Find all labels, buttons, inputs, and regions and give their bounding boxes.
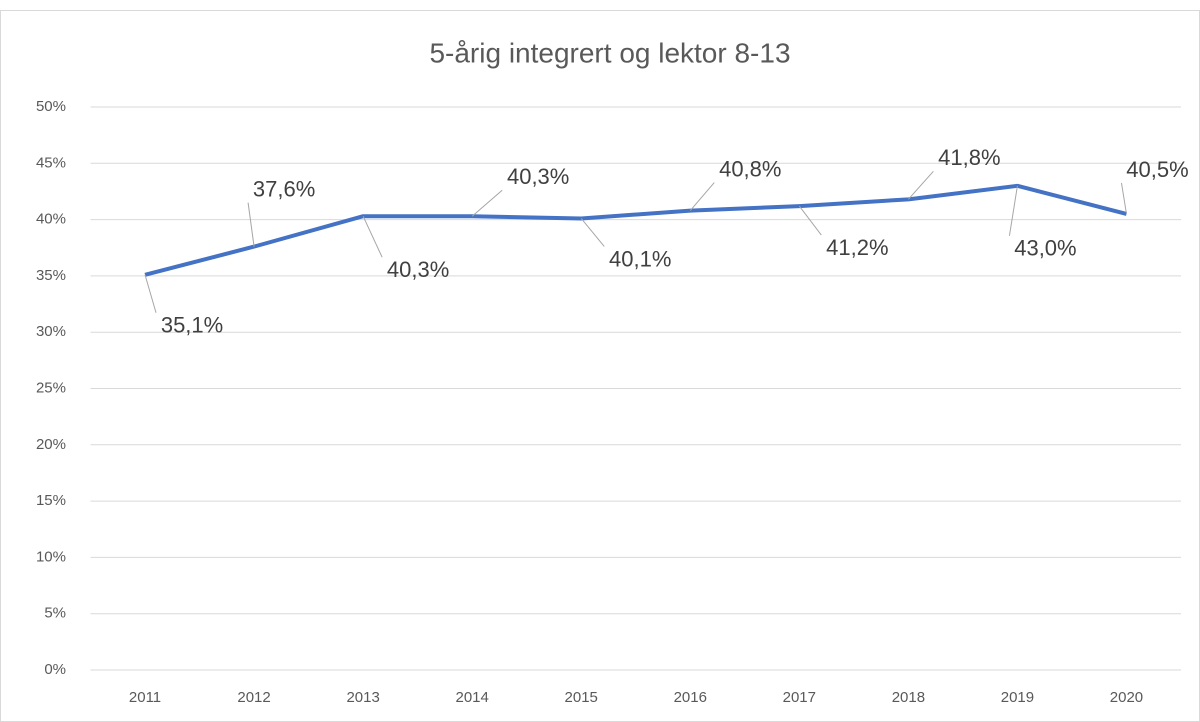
- leader-line: [144, 274, 157, 313]
- leader-line: [908, 170, 934, 200]
- x-tick-label: 2011: [129, 689, 161, 706]
- y-tick-label: 25%: [36, 379, 66, 396]
- data-label: 43,0%: [1014, 236, 1076, 261]
- x-tick-label: 2019: [1001, 689, 1034, 706]
- x-tick-label: 2012: [237, 689, 270, 706]
- x-tick-label: 2015: [565, 689, 598, 706]
- x-tick-label: 2013: [346, 689, 379, 706]
- x-tick-label: 2018: [892, 689, 925, 706]
- leader-line: [471, 189, 503, 217]
- chart-title: 5-årig integrert og lektor 8-13: [429, 37, 790, 68]
- leader-line: [247, 202, 255, 247]
- leader-line: [798, 205, 822, 236]
- y-tick-label: 30%: [36, 323, 66, 340]
- chart-border: [0, 10, 1200, 722]
- data-label: 40,5%: [1126, 157, 1188, 182]
- y-tick-label: 35%: [36, 267, 66, 284]
- x-tick-label: 2017: [783, 689, 816, 706]
- data-label: 41,2%: [826, 235, 888, 260]
- y-tick-label: 50%: [36, 98, 66, 115]
- y-tick-label: 15%: [36, 492, 66, 509]
- data-label: 41,8%: [938, 145, 1000, 170]
- data-label: 37,6%: [253, 176, 315, 201]
- data-label: 40,3%: [387, 257, 449, 282]
- y-tick-label: 5%: [44, 605, 66, 622]
- data-label: 40,1%: [609, 246, 671, 271]
- y-tick-label: 40%: [36, 211, 66, 228]
- data-label: 40,8%: [719, 156, 781, 181]
- leader-line: [1120, 182, 1127, 215]
- y-tick-label: 20%: [36, 436, 66, 453]
- y-tick-label: 0%: [44, 661, 66, 678]
- y-tick-label: 10%: [36, 548, 66, 565]
- x-tick-label: 2020: [1110, 689, 1143, 706]
- data-line: [144, 183, 1127, 277]
- data-label: 40,3%: [507, 164, 569, 189]
- data-label: 35,1%: [161, 313, 223, 338]
- leader-line: [580, 218, 605, 247]
- leader-line: [362, 216, 383, 258]
- leader-line: [689, 182, 715, 211]
- leader-line: [1008, 185, 1018, 236]
- x-tick-label: 2014: [455, 689, 488, 706]
- y-tick-label: 45%: [36, 154, 66, 171]
- x-tick-label: 2016: [674, 689, 707, 706]
